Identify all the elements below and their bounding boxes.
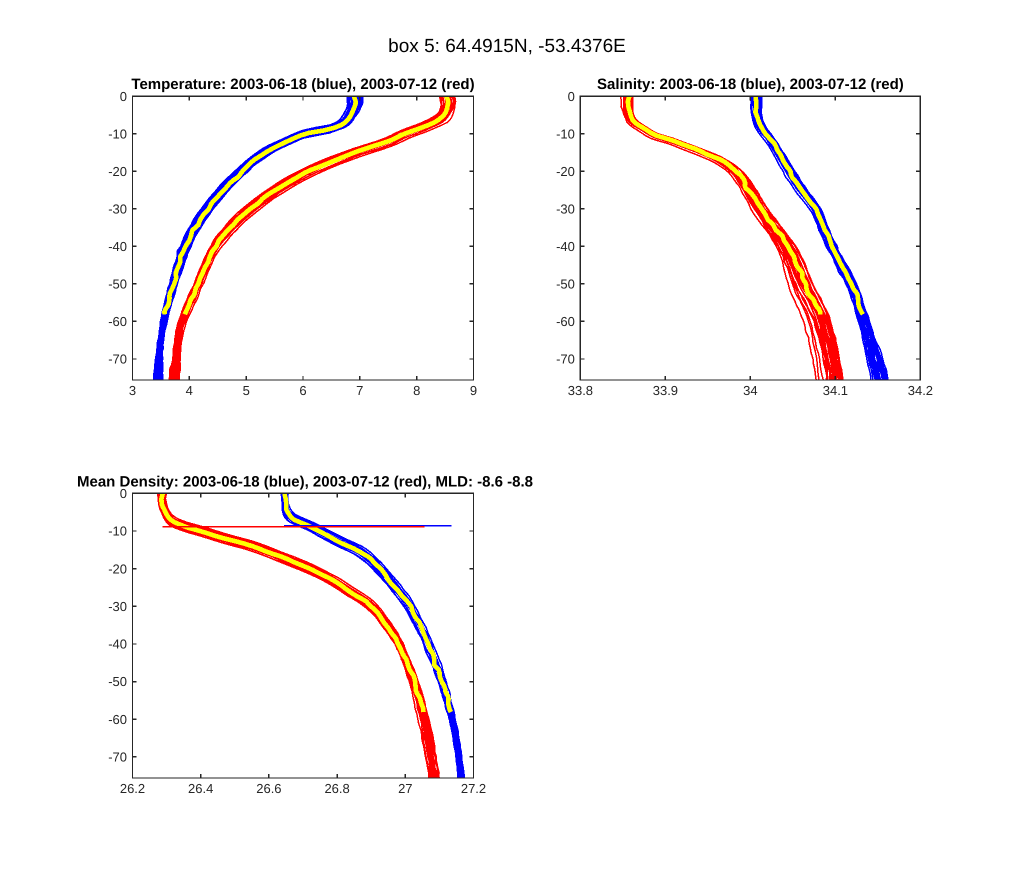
svg-text:-30: -30 — [108, 201, 127, 216]
svg-text:7: 7 — [356, 383, 363, 398]
svg-text:-50: -50 — [108, 277, 127, 292]
svg-text:-60: -60 — [108, 314, 127, 329]
svg-text:-20: -20 — [108, 164, 127, 179]
svg-text:-10: -10 — [556, 126, 575, 141]
svg-text:Mean Density: 2003-06-18 (blue: Mean Density: 2003-06-18 (blue), 2003-07… — [77, 473, 533, 490]
svg-text:-60: -60 — [108, 712, 127, 727]
svg-text:Salinity: 2003-06-18 (blue), 2: Salinity: 2003-06-18 (blue), 2003-07-12 … — [597, 76, 904, 93]
svg-text:-40: -40 — [556, 239, 575, 254]
svg-text:8: 8 — [413, 383, 420, 398]
svg-text:34: 34 — [743, 383, 757, 398]
svg-text:-70: -70 — [108, 352, 127, 367]
svg-text:27.2: 27.2 — [461, 781, 486, 796]
svg-text:-70: -70 — [108, 750, 127, 765]
svg-text:5: 5 — [243, 383, 250, 398]
svg-text:3: 3 — [129, 383, 136, 398]
svg-text:34.2: 34.2 — [908, 383, 933, 398]
svg-text:0: 0 — [120, 486, 127, 501]
svg-text:33.9: 33.9 — [653, 383, 678, 398]
svg-text:-20: -20 — [556, 164, 575, 179]
svg-text:6: 6 — [299, 383, 306, 398]
svg-text:-70: -70 — [556, 352, 575, 367]
svg-text:9: 9 — [470, 383, 477, 398]
svg-text:-10: -10 — [108, 524, 127, 539]
svg-text:Temperature: 2003-06-18 (blue): Temperature: 2003-06-18 (blue), 2003-07-… — [131, 76, 474, 93]
svg-text:-20: -20 — [108, 561, 127, 576]
svg-text:0: 0 — [120, 89, 127, 104]
svg-text:-40: -40 — [108, 239, 127, 254]
svg-text:-10: -10 — [108, 126, 127, 141]
svg-text:-50: -50 — [108, 674, 127, 689]
svg-text:26.2: 26.2 — [120, 781, 145, 796]
svg-text:26.4: 26.4 — [188, 781, 213, 796]
svg-text:4: 4 — [186, 383, 193, 398]
svg-text:-40: -40 — [108, 637, 127, 652]
svg-text:26.8: 26.8 — [324, 781, 349, 796]
svg-text:0: 0 — [568, 89, 575, 104]
svg-text:33.8: 33.8 — [568, 383, 593, 398]
svg-text:-30: -30 — [556, 201, 575, 216]
svg-text:26.6: 26.6 — [256, 781, 281, 796]
svg-text:-50: -50 — [556, 277, 575, 292]
svg-text:-60: -60 — [556, 314, 575, 329]
svg-text:-30: -30 — [108, 599, 127, 614]
svg-text:box 5: 64.4915N, -53.4376E: box 5: 64.4915N, -53.4376E — [388, 36, 626, 57]
svg-text:27: 27 — [398, 781, 412, 796]
svg-text:34.1: 34.1 — [823, 383, 848, 398]
